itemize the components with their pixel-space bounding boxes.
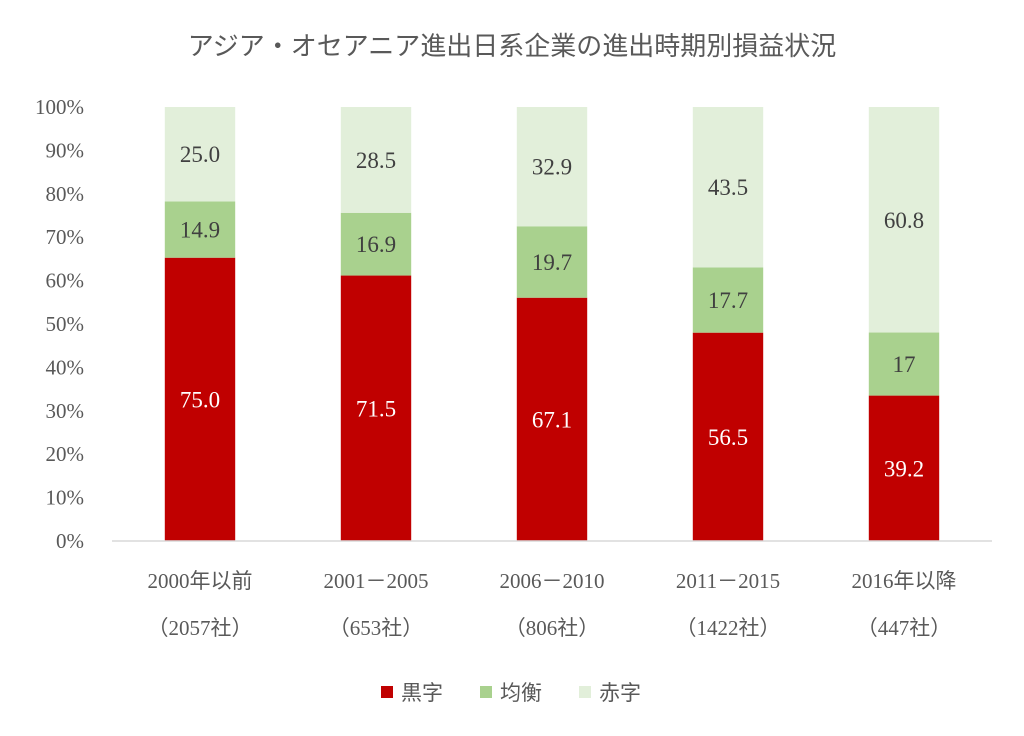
bar-segment-s1-c1 (340, 212, 412, 276)
data-label-s0-c0: 75.0 (180, 387, 220, 412)
y-tick-label-10: 100% (35, 95, 84, 119)
data-label-s2-c3: 43.5 (708, 175, 748, 200)
y-tick-label-4: 40% (46, 355, 85, 379)
category-label-0-line0: 2000年以前 (148, 569, 253, 593)
y-tick-label-0: 0% (56, 529, 84, 553)
y-tick-label-9: 90% (46, 138, 85, 162)
bar-segment-s0-c2 (516, 297, 588, 541)
y-tick-label-2: 20% (46, 442, 85, 466)
y-tick-label-7: 70% (46, 225, 85, 249)
category-label-0-line1: （2057社） (148, 616, 253, 640)
legend-swatch-series1 (480, 686, 492, 698)
bar-segments (164, 107, 940, 541)
category-label-4-line0: 2016年以降 (852, 569, 957, 593)
category-label-1-line1: （653社） (329, 616, 424, 640)
category-label-2-line0: 2006－2010 (500, 569, 605, 593)
data-label-s1-c4: 17 (893, 352, 916, 377)
data-label-s2-c2: 32.9 (532, 155, 572, 180)
bar-segment-s0-c3 (692, 332, 764, 541)
data-label-s0-c1: 71.5 (356, 396, 396, 421)
y-tick-label-3: 30% (46, 399, 85, 423)
data-label-s1-c2: 19.7 (532, 250, 572, 275)
bar-segment-s1-c0 (164, 201, 236, 258)
bar-segment-s2-c1 (340, 107, 412, 213)
bar-segment-s2-c4 (868, 107, 940, 333)
bar-segment-s1-c4 (868, 332, 940, 396)
legend-item-series1: 均衡 (480, 681, 542, 705)
bar-segment-s0-c1 (340, 275, 412, 541)
y-tick-label-6: 60% (46, 269, 85, 293)
chart-title: アジア・オセアニア進出日系企業の進出時期別損益状況 (188, 32, 836, 61)
bar-segment-s0-c0 (164, 257, 236, 541)
category-label-2-line1: （806社） (505, 616, 600, 640)
data-label-s1-c3: 17.7 (708, 288, 748, 313)
data-label-s1-c0: 14.9 (180, 218, 220, 243)
data-label-s1-c1: 16.9 (356, 232, 396, 257)
legend: 黒字 均衡 赤字 (381, 681, 641, 705)
legend-label-series0: 黒字 (401, 681, 443, 705)
category-label-3-line1: （1422社） (676, 616, 781, 640)
bar-segment-s1-c2 (516, 226, 588, 298)
bar-segment-s2-c0 (164, 107, 236, 202)
x-axis-category-labels: 2000年以前 （2057社） 2001－2005 （653社） 2006－2010 （8… (148, 569, 957, 640)
bar-segment-s2-c2 (516, 107, 588, 227)
bar-segment-s2-c3 (692, 107, 764, 268)
legend-swatch-series2 (579, 686, 591, 698)
data-label-s0-c2: 67.1 (532, 407, 572, 432)
data-label-s2-c0: 25.0 (180, 142, 220, 167)
category-label-3-line0: 2011－2015 (676, 569, 780, 593)
category-label-4-line1: （447社） (857, 616, 952, 640)
y-tick-label-8: 80% (46, 182, 85, 206)
bar-segment-s1-c3 (692, 267, 764, 333)
y-tick-label-5: 50% (46, 312, 85, 336)
legend-item-series0: 黒字 (381, 681, 443, 705)
data-label-s2-c4: 60.8 (884, 208, 924, 233)
y-axis-tick-labels: 0% 10% 20% 30% 40% 50% 60% 70% 80% 90% 100% (35, 95, 84, 553)
y-tick-label-1: 10% (46, 486, 85, 510)
data-label-s0-c3: 56.5 (708, 425, 748, 450)
data-label-s2-c1: 28.5 (356, 148, 396, 173)
bar-segment-s0-c4 (868, 395, 940, 541)
legend-label-series1: 均衡 (500, 681, 542, 705)
legend-item-series2: 赤字 (579, 681, 641, 705)
data-labels: 75.0 14.9 25.0 71.5 16.9 28.5 67.1 19.7 32.9 56.5… (180, 142, 924, 481)
data-label-s0-c4: 39.2 (884, 456, 924, 481)
category-label-1-line0: 2001－2005 (324, 569, 429, 593)
legend-swatch-series0 (381, 686, 393, 698)
legend-label-series2: 赤字 (599, 681, 641, 705)
